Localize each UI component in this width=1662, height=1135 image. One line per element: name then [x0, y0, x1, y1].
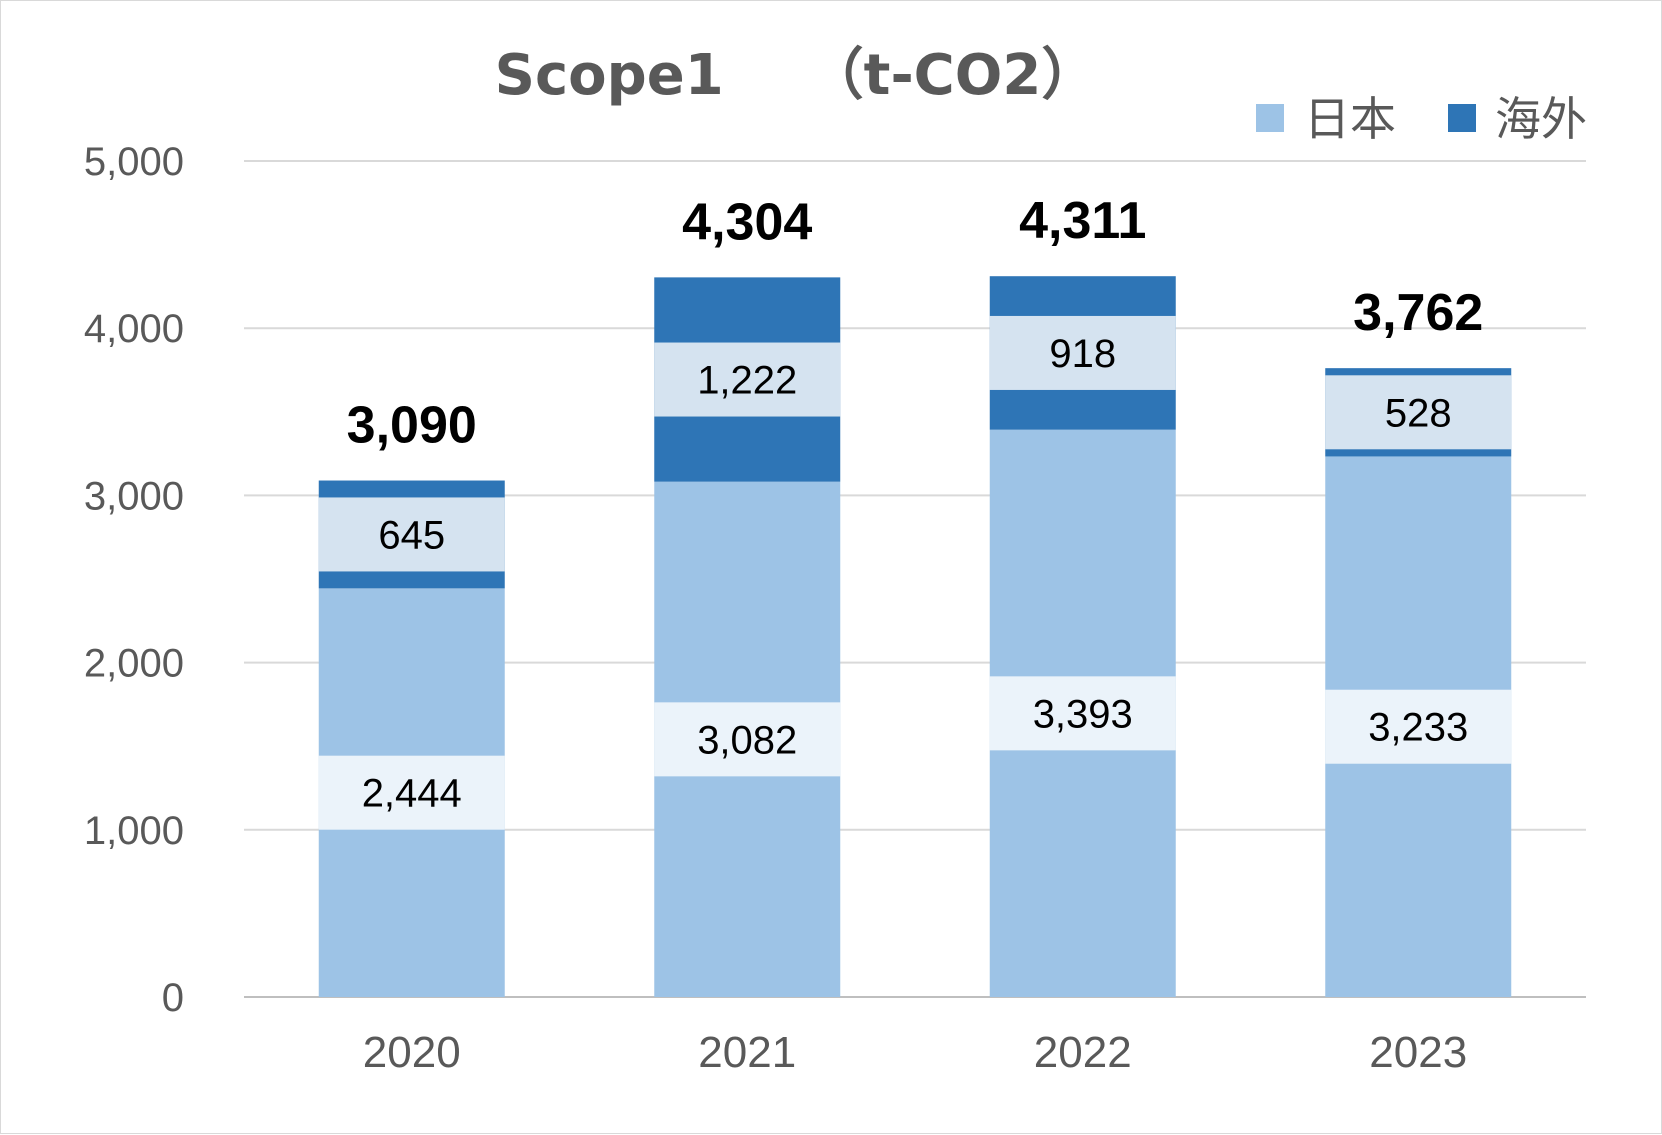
total-label: 4,311 — [1019, 192, 1146, 250]
data-labels: 2,444 645 3,090 3,082 1,222 4,304 3,393 918 4,31… — [318, 192, 1512, 830]
data-label-background — [1325, 375, 1512, 450]
y-tick-label: 1,000 — [84, 809, 184, 853]
data-label-background — [654, 342, 841, 417]
total-label: 3,090 — [347, 397, 477, 455]
data-label-background — [654, 702, 841, 777]
x-tick-label: 2020 — [363, 1028, 461, 1077]
data-label: 1,222 — [697, 359, 797, 403]
y-tick-label: 2,000 — [84, 642, 184, 686]
y-tick-label: 5,000 — [84, 140, 184, 184]
x-tick-label: 2023 — [1369, 1028, 1467, 1077]
x-tick-label: 2022 — [1034, 1028, 1132, 1077]
y-tick-label: 3,000 — [84, 474, 184, 518]
data-label: 3,082 — [697, 718, 797, 762]
legend-label-japan: 日本 — [1304, 92, 1396, 146]
x-tick-label: 2021 — [698, 1028, 796, 1077]
x-axis-ticks: 2020 2021 2022 2023 — [363, 1028, 1467, 1077]
data-label: 918 — [1049, 332, 1116, 376]
data-label-background — [318, 497, 505, 572]
legend: 日本 海外 — [1256, 92, 1587, 146]
data-label-background — [989, 315, 1176, 390]
y-tick-label: 4,000 — [84, 307, 184, 351]
data-label-background — [1325, 689, 1512, 764]
data-label-background — [318, 755, 505, 830]
data-label: 2,444 — [362, 772, 462, 816]
data-label: 3,233 — [1368, 706, 1468, 750]
y-tick-label: 0 — [162, 976, 184, 1020]
y-axis-ticks: 0 1,000 2,000 3,000 4,000 5,000 — [84, 140, 184, 1020]
legend-swatch-overseas — [1448, 104, 1476, 132]
data-label: 3,393 — [1033, 692, 1133, 736]
chart-title: Scope1 （t-CO2） — [495, 43, 1098, 108]
total-label: 4,304 — [682, 193, 812, 251]
data-label-background — [989, 676, 1176, 751]
data-label: 645 — [378, 513, 445, 557]
legend-swatch-japan — [1256, 104, 1284, 132]
data-label: 528 — [1385, 391, 1452, 435]
legend-label-overseas: 海外 — [1495, 92, 1587, 146]
total-label: 3,762 — [1353, 284, 1483, 342]
